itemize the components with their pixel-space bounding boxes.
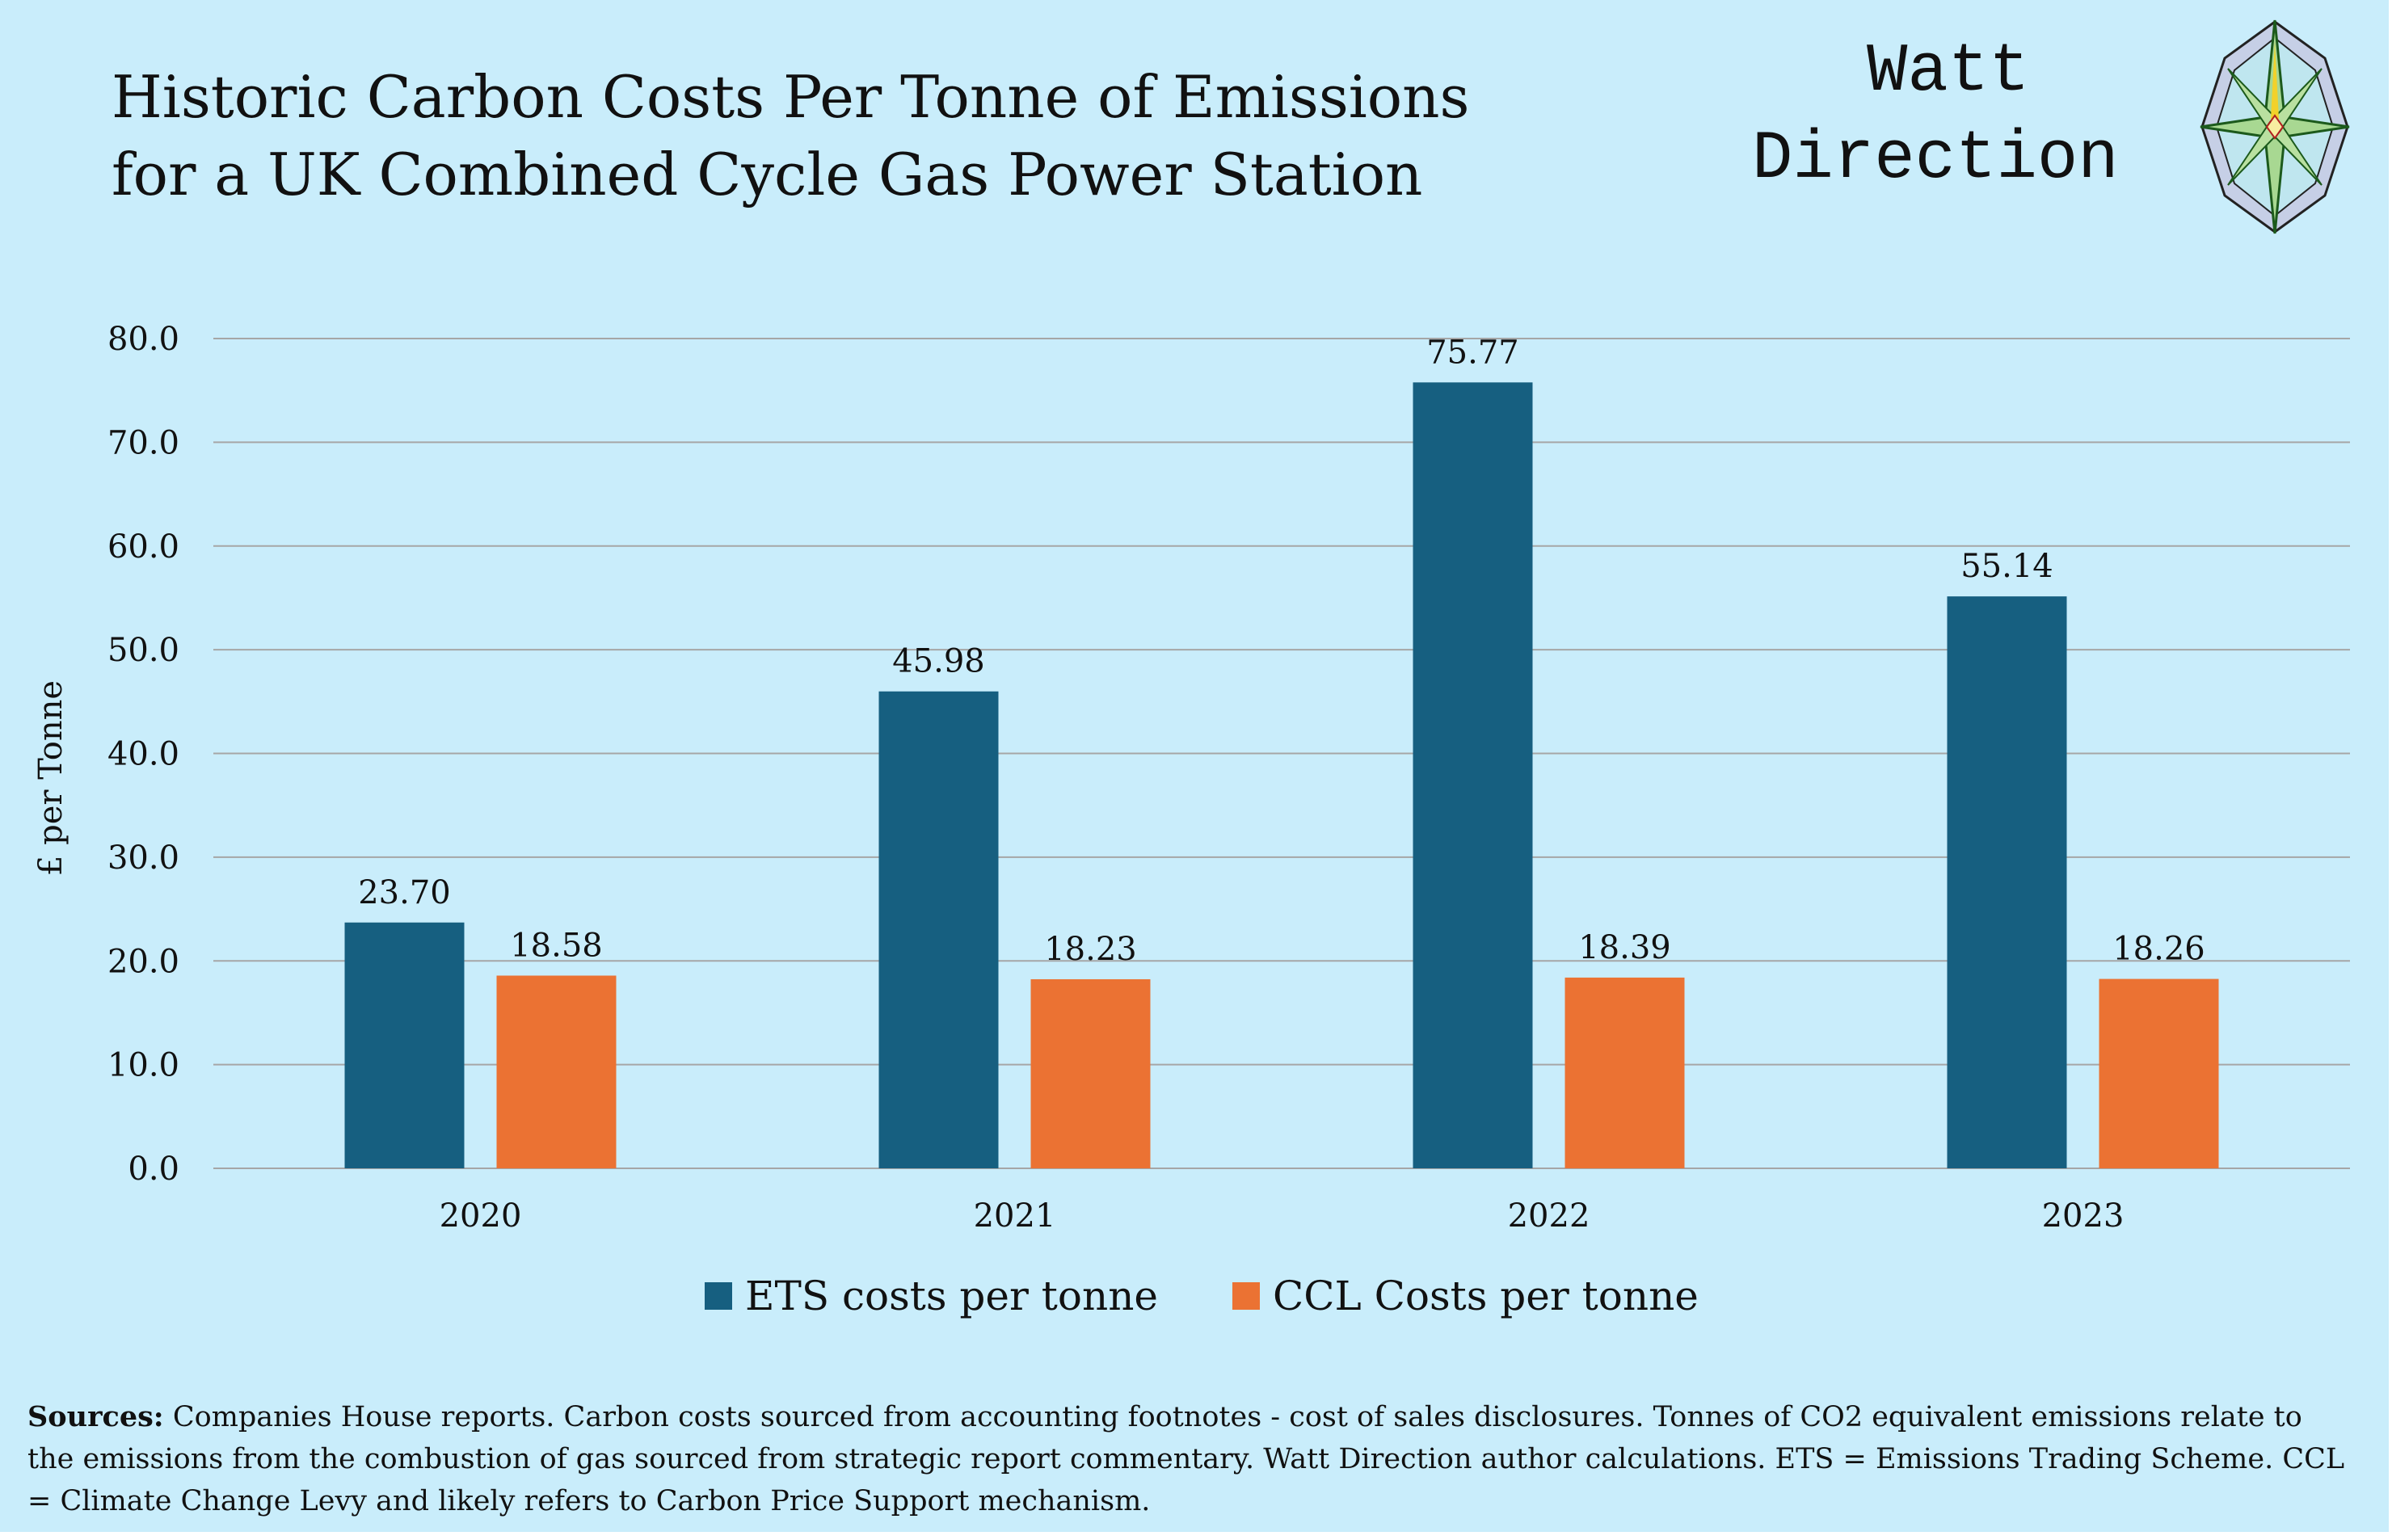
bar-ets (878, 691, 999, 1168)
y-tick-label: 10.0 (107, 1047, 179, 1084)
data-label: 18.58 (510, 927, 603, 964)
bar-ccl (2099, 978, 2219, 1168)
y-tick-label: 60.0 (107, 528, 179, 566)
sources-note: Sources: Companies House reports. Carbon… (27, 1396, 2355, 1522)
y-tick-label: 70.0 (107, 424, 179, 461)
legend-item-ets: ETS costs per tonne (705, 1273, 1158, 1319)
bar-ets (344, 922, 465, 1168)
data-label: 55.14 (1960, 548, 2053, 585)
logo-text-watt: Watt (1867, 34, 2030, 111)
data-label: 18.26 (2112, 931, 2205, 968)
legend-item-ccl: CCL Costs per tonne (1232, 1273, 1699, 1319)
bar-ets (1947, 596, 2067, 1168)
data-label: 45.98 (892, 643, 985, 680)
y-tick-label: 30.0 (107, 839, 179, 877)
y-tick-label: 50.0 (107, 632, 179, 669)
x-tick-label: 2021 (974, 1197, 1056, 1235)
y-tick-label: 20.0 (107, 943, 179, 980)
y-tick-label: 40.0 (107, 736, 179, 773)
data-label: 23.70 (358, 874, 451, 911)
bar-ccl (1030, 978, 1151, 1168)
bar-ccl (496, 975, 617, 1168)
y-tick-label: 0.0 (128, 1151, 179, 1188)
y-axis-label: £ per Tonne (32, 680, 69, 876)
data-label: 75.77 (1426, 334, 1519, 371)
chart-title-line-2: for a UK Combined Cycle Gas Power Statio… (112, 141, 1423, 208)
x-tick-label: 2022 (1508, 1197, 1590, 1235)
chart-title-line-1: Historic Carbon Costs Per Tonne of Emiss… (112, 63, 1470, 131)
sources-label: Sources: (27, 1400, 164, 1433)
data-label: 18.23 (1044, 931, 1137, 968)
x-tick-label: 2020 (440, 1197, 522, 1235)
bar-ets (1413, 382, 1533, 1168)
x-tick-label: 2023 (2042, 1197, 2125, 1235)
legend-swatch-ccl (1232, 1282, 1260, 1310)
sources-text: Companies House reports. Carbon costs so… (27, 1401, 2345, 1517)
compass-logo-icon (2200, 19, 2350, 234)
bar-ccl (1564, 977, 1685, 1168)
legend-label-ccl: CCL Costs per tonne (1273, 1273, 1699, 1319)
data-label: 18.39 (1578, 929, 1671, 966)
y-tick-label: 80.0 (107, 321, 179, 358)
legend-label-ets: ETS costs per tonne (745, 1273, 1158, 1319)
legend-swatch-ets (705, 1282, 732, 1310)
logo-text-direction: Direction (1752, 121, 2119, 198)
